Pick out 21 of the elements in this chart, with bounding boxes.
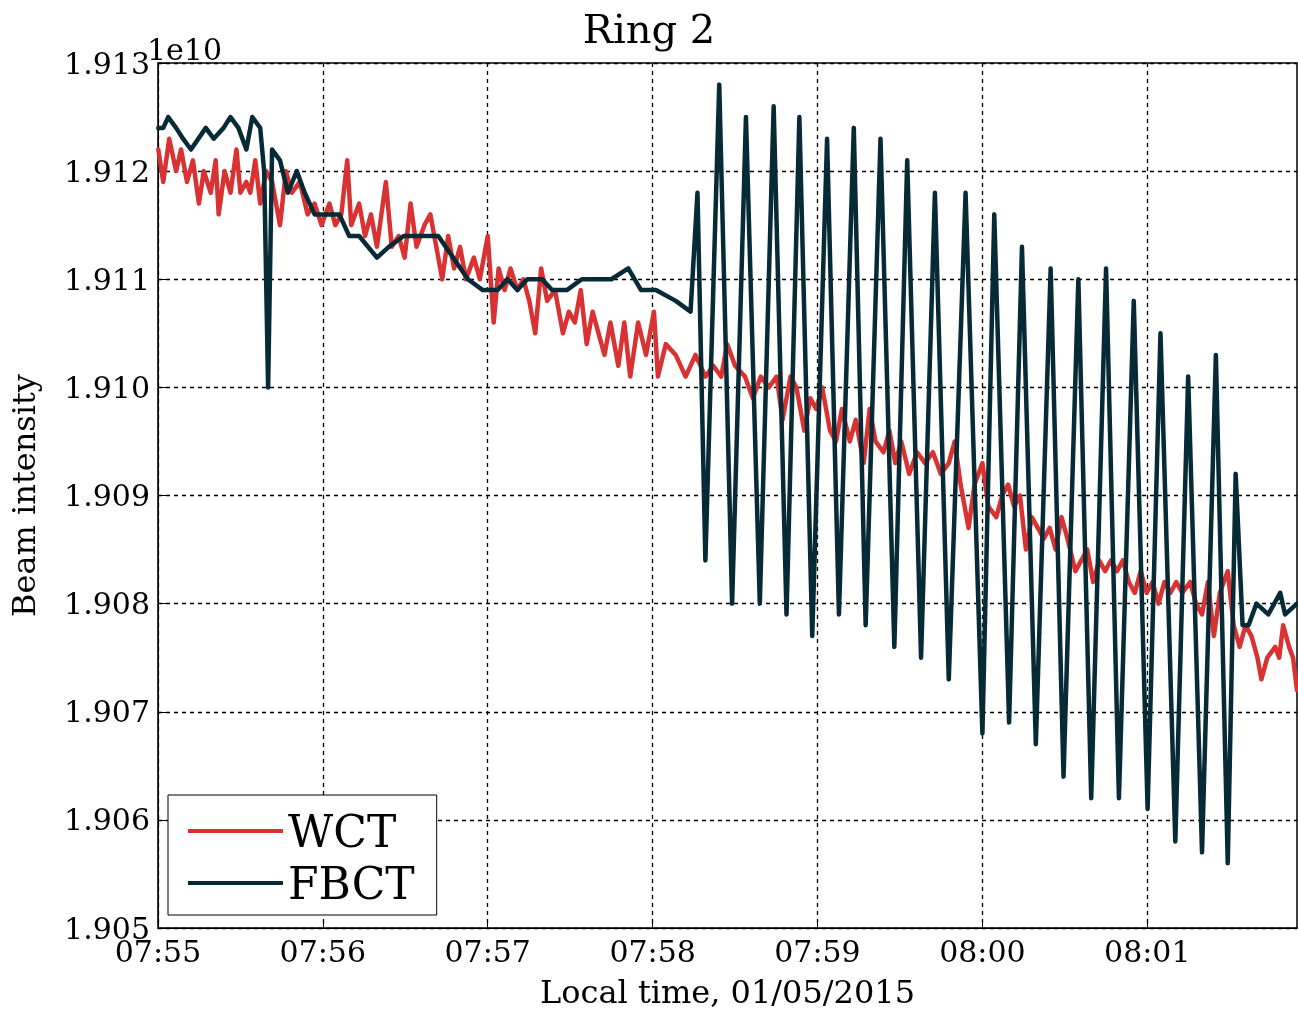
x-tick-label: 07:58 — [609, 933, 696, 969]
x-tick-label: 07:56 — [279, 933, 367, 969]
y-tick-label: 1.909 — [64, 478, 150, 513]
legend-label: WCT — [288, 805, 397, 857]
y-tick-label: 1.911 — [64, 261, 150, 297]
y-tick-label: 1.907 — [64, 694, 150, 730]
x-tick-label: 07:59 — [774, 933, 861, 969]
y-tick-label: 1.908 — [64, 586, 150, 622]
y-tick-label: 1.906 — [64, 802, 150, 838]
y-tick-label: 1.913 — [64, 45, 150, 81]
chart-title: Ring 2 — [582, 6, 716, 52]
annotation: 1e10 — [147, 31, 223, 67]
x-tick-label: 08:00 — [939, 933, 1026, 969]
y-axis-title: Beam intensity — [5, 374, 43, 617]
line-series — [156, 82, 1298, 866]
legend-label: FBCT — [288, 857, 415, 909]
y-tick-label: 1.910 — [64, 369, 150, 405]
y-tick-label: 1.912 — [64, 153, 150, 189]
x-tick-label: 07:57 — [444, 933, 531, 969]
x-axis-title: Local time, 01/05/2015 — [539, 973, 916, 1011]
x-tick-label: 08:01 — [1104, 933, 1191, 969]
